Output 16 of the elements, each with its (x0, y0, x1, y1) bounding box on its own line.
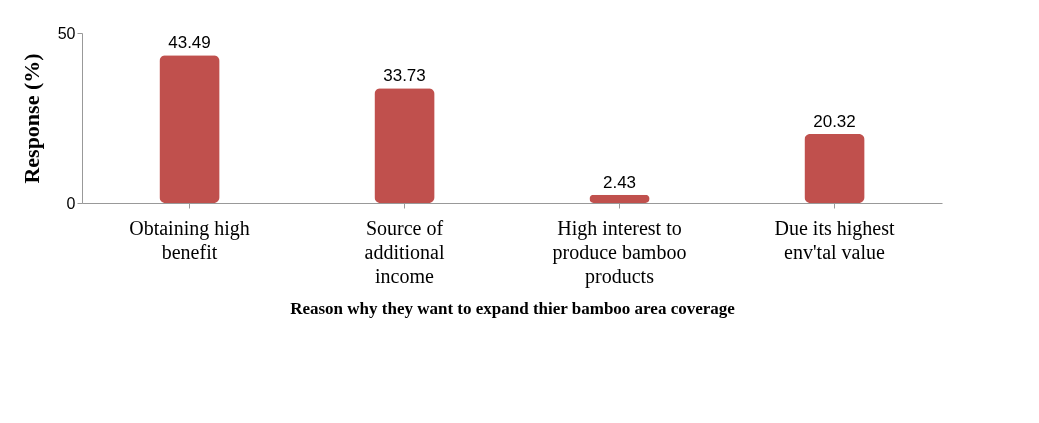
x-tick-label: Obtaining high benefit (129, 216, 250, 263)
bar (589, 194, 650, 203)
x-axis-title: Reason why they want to expand thier bamboo area coverage (290, 298, 736, 318)
x-tick-label: Due its highest env'tal value (774, 216, 895, 263)
bar (374, 88, 435, 203)
data-label: 2.43 (602, 172, 637, 192)
x-tick-label: High interest to produce bamboo products (552, 216, 687, 288)
data-label: 43.49 (168, 33, 211, 53)
y-axis-title: Response (%) (18, 53, 44, 184)
data-label: 33.73 (383, 66, 426, 86)
bar (804, 133, 865, 203)
x-tick-label: Source of additional income (364, 216, 445, 287)
data-label: 20.32 (813, 111, 856, 131)
bar (159, 55, 220, 203)
y-tick-label: 50 (57, 24, 76, 42)
y-tick-label: 0 (66, 194, 76, 212)
